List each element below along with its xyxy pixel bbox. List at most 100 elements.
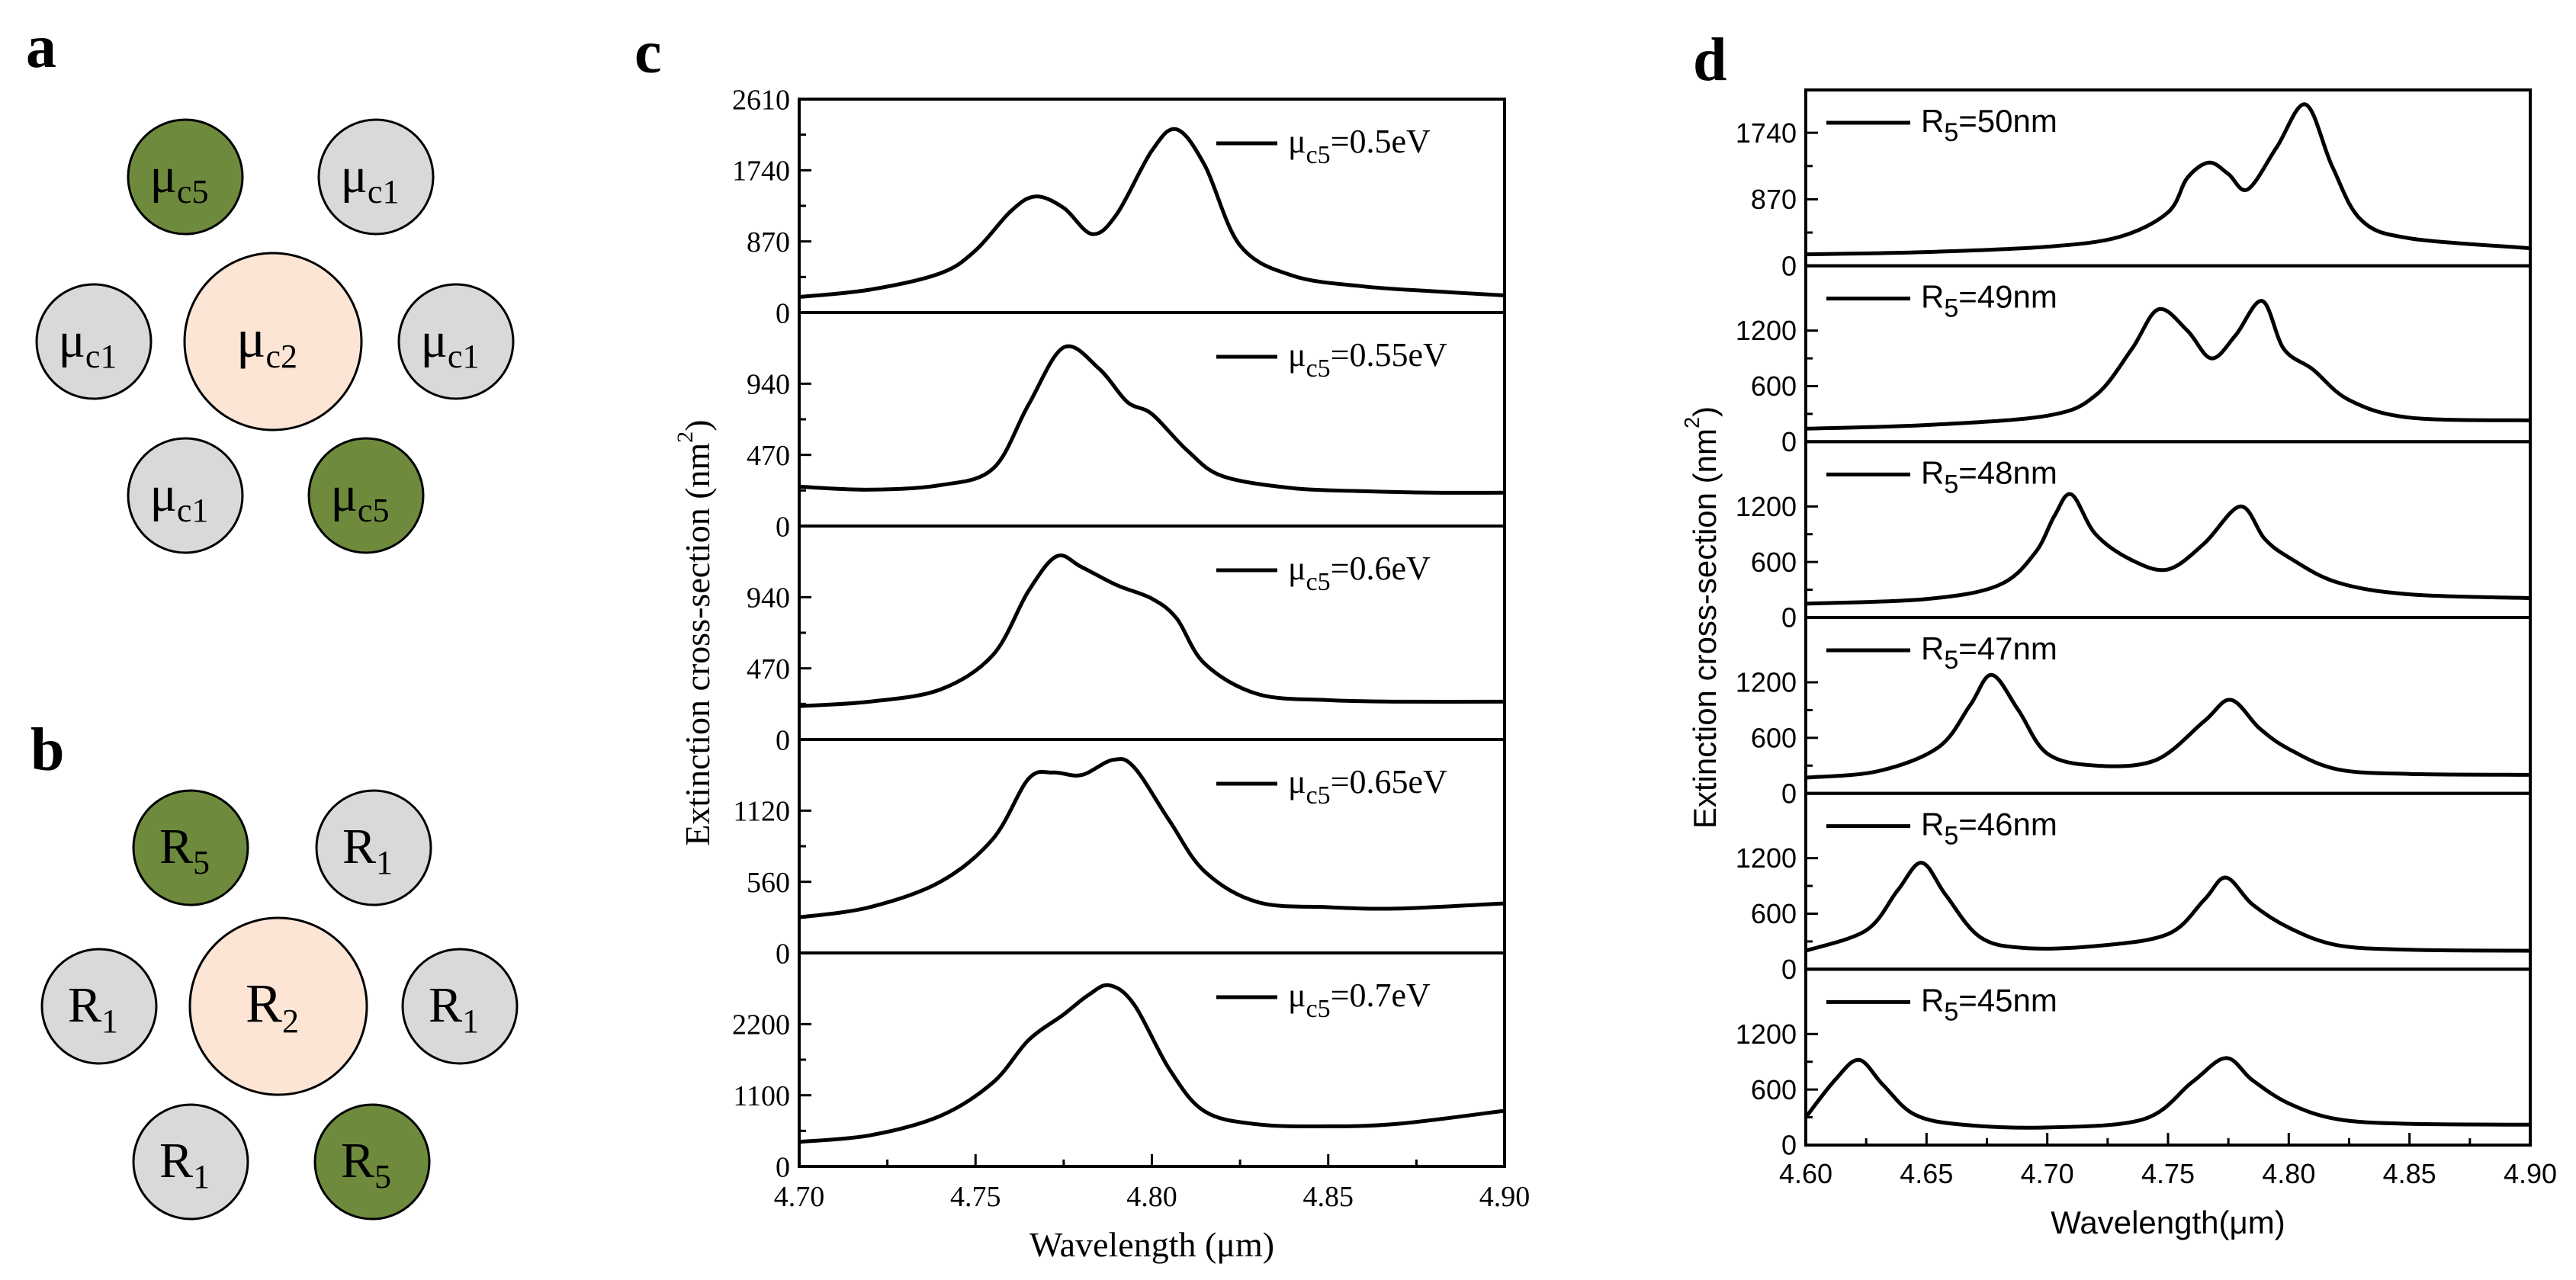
xtick-label-6: 4.90 bbox=[2504, 1158, 2557, 1189]
legend-label-2: μc5=0.6eV bbox=[1288, 550, 1431, 596]
series-line-0 bbox=[1805, 102, 2531, 257]
circle-r1-right bbox=[401, 948, 519, 1065]
ytick-label-2-0: 0 bbox=[1781, 602, 1797, 634]
ytick-label-1-1: 470 bbox=[747, 440, 790, 472]
ytick-label-1-1: 600 bbox=[1751, 371, 1797, 402]
ytick-label-1-2: 1200 bbox=[1736, 315, 1797, 346]
series-line-5 bbox=[1804, 1056, 2531, 1130]
circle-label-r1-right: R1 bbox=[429, 977, 479, 1040]
y-axis-label: Extinction cross-section (nm2) bbox=[1680, 406, 1723, 829]
ytick-label-0-2: 1740 bbox=[1736, 117, 1797, 149]
circle-label-r5-bottom-right: R5 bbox=[341, 1133, 391, 1195]
circle-r1-top-right bbox=[315, 789, 432, 906]
ytick-label-4-0: 0 bbox=[1781, 954, 1797, 985]
legend-label-1: μc5=0.55eV bbox=[1288, 336, 1447, 383]
legend-label-0: μc5=0.5eV bbox=[1288, 123, 1431, 169]
circle-label-c1-top-right: μc1 bbox=[341, 148, 400, 210]
circle-c5-top-left bbox=[127, 118, 244, 236]
subplot-frame-3 bbox=[1804, 616, 2532, 795]
ytick-label-5-1: 600 bbox=[1751, 1074, 1797, 1105]
circle-c5-bottom-right bbox=[307, 437, 425, 554]
xtick-label-5: 4.85 bbox=[2383, 1158, 2436, 1189]
ytick-label-0-0: 0 bbox=[776, 297, 790, 329]
panel-label-c: c bbox=[634, 19, 662, 86]
panel-label-d: d bbox=[1693, 27, 1727, 94]
ytick-label-4-2: 1200 bbox=[1736, 842, 1797, 874]
ytick-label-4-0: 0 bbox=[776, 1151, 790, 1183]
legend-label-5: R5=45nm bbox=[1921, 982, 2057, 1026]
circle-label-c1-bottom-left: μc1 bbox=[150, 467, 209, 529]
circle-r1-bottom-left bbox=[132, 1103, 249, 1221]
ytick-label-3-1: 560 bbox=[747, 867, 790, 899]
xtick-label-0: 4.70 bbox=[774, 1181, 825, 1213]
ytick-label-1-2: 940 bbox=[747, 369, 790, 401]
ytick-label-3-2: 1200 bbox=[1736, 667, 1797, 698]
xtick-label-1: 4.65 bbox=[1900, 1158, 1953, 1189]
subplot-frame-4 bbox=[1804, 791, 2532, 971]
diagram-a: μc5 μc1 μc1 μc2 μc1 μc1 μc5 bbox=[35, 118, 515, 554]
ytick-label-4-1: 1100 bbox=[733, 1080, 790, 1112]
chart-d: 0 870 1740 R5=50nm 0 600 1200 R5=49nm 0 600 1200 R5… bbox=[1680, 88, 2557, 1240]
series-line-3 bbox=[798, 757, 1505, 919]
ytick-label-2-1: 600 bbox=[1751, 547, 1797, 578]
ytick-label-5-0: 0 bbox=[1781, 1130, 1797, 1161]
ytick-label-1-0: 0 bbox=[1781, 426, 1797, 457]
ytick-label-2-0: 0 bbox=[776, 724, 790, 756]
series-line-4 bbox=[1805, 861, 2531, 953]
x-axis-label: Wavelength(μm) bbox=[2051, 1205, 2285, 1240]
circle-label-r1-bottom-left: R1 bbox=[159, 1133, 210, 1195]
circle-r2-center bbox=[188, 916, 368, 1096]
legend-label-4: μc5=0.7eV bbox=[1288, 977, 1431, 1023]
legend-label-4: R5=46nm bbox=[1921, 807, 2057, 851]
circle-c1-top-right bbox=[317, 118, 435, 236]
legend-label-0: R5=50nm bbox=[1921, 103, 2057, 147]
panel-label-a: a bbox=[26, 14, 56, 81]
ytick-label-1-0: 0 bbox=[776, 511, 790, 543]
xtick-label-4: 4.80 bbox=[2262, 1158, 2315, 1189]
circle-label-c1-right: μc1 bbox=[421, 313, 480, 375]
ytick-label-0-1: 870 bbox=[747, 226, 790, 258]
circle-label-c1-left: μc1 bbox=[59, 313, 117, 375]
circle-c1-bottom-left bbox=[127, 437, 244, 554]
ytick-label-0-2: 1740 bbox=[732, 156, 790, 188]
x-axis-label: Wavelength (μm) bbox=[1029, 1225, 1274, 1264]
ytick-label-4-1: 600 bbox=[1751, 898, 1797, 929]
series-line-2 bbox=[1805, 492, 2531, 606]
xtick-label-4: 4.90 bbox=[1479, 1181, 1531, 1213]
circle-r5-top-left bbox=[132, 789, 249, 906]
series-line-1 bbox=[798, 344, 1505, 495]
ytick-label-4-2: 2200 bbox=[732, 1009, 790, 1041]
circle-label-r1-left: R1 bbox=[68, 977, 118, 1040]
legend-label-3: R5=47nm bbox=[1921, 630, 2057, 675]
xtick-label-1: 4.75 bbox=[950, 1181, 1001, 1213]
circle-c1-right bbox=[397, 283, 515, 400]
ytick-label-3-2: 1120 bbox=[733, 796, 790, 828]
series-line-4 bbox=[798, 983, 1505, 1144]
panel-label-b: b bbox=[31, 717, 65, 784]
series-line-0 bbox=[798, 127, 1505, 300]
ytick-label-2-2: 1200 bbox=[1736, 491, 1797, 522]
ytick-label-3-0: 0 bbox=[776, 938, 790, 970]
ytick-label-3-0: 0 bbox=[1781, 778, 1797, 809]
diagram-b: R5 R1 R1 R2 R1 R1 R5 bbox=[40, 789, 519, 1221]
xtick-label-2: 4.80 bbox=[1126, 1181, 1177, 1213]
xtick-label-3: 4.85 bbox=[1303, 1181, 1354, 1213]
circle-label-r2-center: R2 bbox=[246, 973, 299, 1040]
xtick-label-3: 4.75 bbox=[2141, 1158, 2195, 1189]
circle-r5-bottom-right bbox=[313, 1103, 431, 1221]
subplot-frame-1 bbox=[1804, 264, 2532, 444]
series-line-1 bbox=[1805, 299, 2531, 431]
circle-label-r1-top-right: R1 bbox=[342, 819, 393, 881]
ytick-label-2-2: 940 bbox=[747, 582, 790, 614]
circle-c1-left bbox=[35, 283, 153, 400]
y-axis-label: Extinction cross-section (nm2) bbox=[673, 419, 717, 845]
ytick-label-0-3: 2610 bbox=[732, 84, 790, 116]
subplot-frame-5 bbox=[1804, 967, 2532, 1147]
ytick-label-0-0: 0 bbox=[1781, 250, 1797, 281]
circle-label-c5-bottom-right: μc5 bbox=[331, 467, 390, 529]
chart-c: 087017402610μc5=0.5eV0470940μc5=0.55eV04… bbox=[673, 84, 1530, 1264]
ytick-label-0-1: 870 bbox=[1751, 184, 1797, 215]
xtick-label-0: 4.60 bbox=[1779, 1158, 1832, 1189]
circle-label-c2-center: μc2 bbox=[236, 308, 297, 375]
ytick-label-2-1: 470 bbox=[747, 653, 790, 685]
